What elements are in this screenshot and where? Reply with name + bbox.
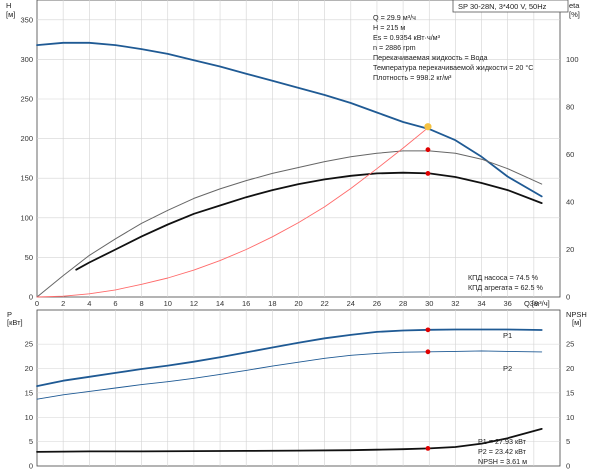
y-left-tick-label: 5 xyxy=(29,437,33,446)
legend-label-p2: P2 xyxy=(503,364,512,373)
info-line: Плотность = 998.2 кг/м³ xyxy=(373,73,452,82)
info-line: Es = 0.9354 кВт·ч/м³ xyxy=(373,33,441,42)
y-right-tick-label: 20 xyxy=(566,245,574,254)
x-tick-label: 28 xyxy=(399,299,407,308)
x-tick-label: 2 xyxy=(61,299,65,308)
y-left-tick-label: 15 xyxy=(25,388,33,397)
y-left-tick-label: 100 xyxy=(20,213,33,222)
operating-point-marker xyxy=(425,147,431,153)
y-right-tick-label: 40 xyxy=(566,197,574,206)
x-tick-label: 12 xyxy=(190,299,198,308)
y-right-tick-label: 15 xyxy=(566,388,574,397)
info-line: Перекачиваемая жидкость = Вода xyxy=(373,53,488,62)
y-left-tick-label: 350 xyxy=(20,15,33,24)
operating-point-marker xyxy=(425,349,431,355)
y-left-tick-label: 50 xyxy=(25,253,33,262)
y-right-tick-label: 25 xyxy=(566,340,574,349)
x-tick-label: 38 xyxy=(530,299,538,308)
series-line-p1 xyxy=(36,328,543,388)
h-axis-unit: [м] xyxy=(6,10,15,19)
y-left-tick-label: 300 xyxy=(20,55,33,64)
x-tick-label: 36 xyxy=(504,299,512,308)
pump-efficiency-note: КПД насоса = 74.5 % xyxy=(468,273,539,282)
info-line: n = 2886 rpm xyxy=(373,43,416,52)
series-line-eta-pump xyxy=(36,150,543,298)
y-left-tick-label: 10 xyxy=(25,413,33,422)
x-tick-label: 10 xyxy=(164,299,172,308)
series-line-h xyxy=(36,41,543,198)
y-left-tick-label: 0 xyxy=(29,462,33,471)
x-tick-label: 20 xyxy=(294,299,302,308)
x-tick-label: 34 xyxy=(477,299,485,308)
operating-point-info: Q = 29.9 м³/ч H = 215 м Es = 0.9354 кВт·… xyxy=(373,13,533,82)
x-tick-label: 6 xyxy=(113,299,117,308)
operating-point-marker xyxy=(425,327,431,333)
y-left-tick-label: 200 xyxy=(20,134,33,143)
y-left-tick-label: 250 xyxy=(20,95,33,104)
y-left-tick-label: 25 xyxy=(25,340,33,349)
x-tick-label: 8 xyxy=(140,299,144,308)
operating-point-marker xyxy=(424,123,432,131)
y-left-tick-label: 0 xyxy=(29,293,33,302)
eta-axis-unit: [%] xyxy=(569,10,580,19)
p2-note: P2 = 23.42 кВт xyxy=(478,447,527,456)
npsh-axis-label: NPSH xyxy=(566,310,587,319)
y-right-tick-label: 60 xyxy=(566,150,574,159)
info-line: Q = 29.9 м³/ч xyxy=(373,13,416,22)
legend-label-p1: P1 xyxy=(503,331,512,340)
x-tick-label: 18 xyxy=(268,299,276,308)
x-tick-label: 26 xyxy=(373,299,381,308)
operating-point-marker xyxy=(425,446,431,451)
series-line-npsh xyxy=(36,427,543,453)
x-tick-label: 14 xyxy=(216,299,224,308)
p-axis-label: P xyxy=(7,310,12,319)
y-right-tick-label: 100 xyxy=(566,55,579,64)
y-left-tick-label: 20 xyxy=(25,364,33,373)
series-line-eta-unit xyxy=(75,171,543,271)
p1-note: P1 = 27.93 кВт xyxy=(478,437,527,446)
y-left-tick-label: 150 xyxy=(20,174,33,183)
y-right-tick-label: 20 xyxy=(566,364,574,373)
x-tick-label: 16 xyxy=(242,299,250,308)
x-tick-label: 32 xyxy=(451,299,459,308)
info-line: H = 215 м xyxy=(373,23,405,32)
series-line-system xyxy=(36,126,430,298)
q-axis-label: Q [м³/ч] xyxy=(524,299,550,308)
y-right-tick-label: 0 xyxy=(566,293,570,302)
unit-efficiency-note: КПД агрегата = 62.5 % xyxy=(468,283,544,292)
x-tick-label: 24 xyxy=(347,299,355,308)
info-line: Температура перекачиваемой жидкости = 20… xyxy=(373,63,533,72)
p-axis-unit: [кВт] xyxy=(7,318,23,327)
y-right-tick-label: 0 xyxy=(566,462,570,471)
x-tick-label: 30 xyxy=(425,299,433,308)
x-tick-label: 4 xyxy=(87,299,91,308)
series-line-p2 xyxy=(36,350,543,400)
x-tick-label: 22 xyxy=(320,299,328,308)
chart-title: SP 30-28N, 3*400 V, 50Hz xyxy=(458,2,547,11)
y-right-tick-label: 10 xyxy=(566,413,574,422)
h-axis-label: H xyxy=(6,1,11,10)
x-tick-label: 0 xyxy=(35,299,39,308)
y-right-tick-label: 5 xyxy=(566,437,570,446)
operating-point-marker xyxy=(425,171,431,176)
title-box xyxy=(452,0,569,13)
eta-axis-label: eta xyxy=(569,1,580,10)
npsh-note: NPSH = 3.61 м xyxy=(478,457,527,466)
y-right-tick-label: 80 xyxy=(566,102,574,111)
npsh-axis-unit: [м] xyxy=(572,318,581,327)
